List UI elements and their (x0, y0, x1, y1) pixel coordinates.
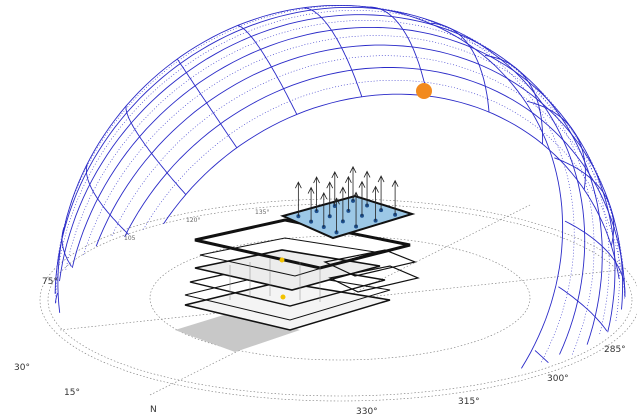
normal-arrow (352, 191, 360, 227)
normal-arrow (295, 181, 302, 217)
sun (416, 83, 432, 99)
hour-line (526, 100, 586, 190)
hour-line (237, 25, 298, 115)
normal-arrow (377, 175, 385, 211)
normal-arrow (326, 181, 334, 217)
roof-arrows (295, 165, 399, 235)
hour-line (54, 292, 58, 304)
sun-path-dome (54, 4, 626, 369)
sun-path-dotted (65, 20, 610, 335)
hour-line (558, 286, 608, 332)
hour-line (554, 157, 615, 246)
compass-label: 285° (604, 345, 626, 355)
normal-arrow (320, 192, 328, 227)
normal-arrow (345, 175, 352, 211)
hour-line (303, 7, 363, 97)
sun-path-dotted (82, 35, 620, 321)
compass-label: 315° (458, 397, 480, 407)
hour-line (369, 6, 428, 96)
building (175, 194, 420, 352)
compass-label: N (150, 405, 157, 415)
sun-path-arc (57, 4, 564, 369)
hour-line (85, 163, 130, 235)
normal-arrow (349, 165, 357, 201)
normal-arrow (307, 186, 315, 222)
compass-label: 135° (255, 209, 269, 216)
normal-arrow (391, 179, 399, 215)
hour-line (534, 350, 549, 364)
sun-path-arc (71, 26, 616, 333)
normal-arrow (339, 186, 347, 222)
normal-arrow (372, 185, 379, 221)
hour-line (484, 54, 544, 145)
compass-label: 15° (64, 388, 80, 398)
normal-arrow (358, 180, 366, 216)
compass-label: 75° (42, 277, 58, 287)
hour-line (125, 106, 187, 195)
compass-label: 330° (356, 407, 378, 416)
compass-label: 300° (547, 374, 569, 384)
compass-label: 30° (14, 363, 30, 373)
hour-line (564, 220, 626, 295)
compass-label: 105 (124, 235, 136, 242)
normal-arrow (331, 171, 339, 206)
sun-path-dotted (55, 9, 595, 355)
normal-arrow (313, 176, 320, 212)
sun-path-dotted (111, 55, 625, 299)
compass-label: 120° (186, 217, 200, 224)
compass-labels: 75° 30° 15° N 330° 315° 300° 285° 120° 135° 105 (14, 209, 626, 416)
hour-line (431, 22, 490, 113)
normal-arrow (363, 170, 371, 206)
sun-path-dotted (55, 5, 575, 363)
hour-line (177, 58, 238, 149)
